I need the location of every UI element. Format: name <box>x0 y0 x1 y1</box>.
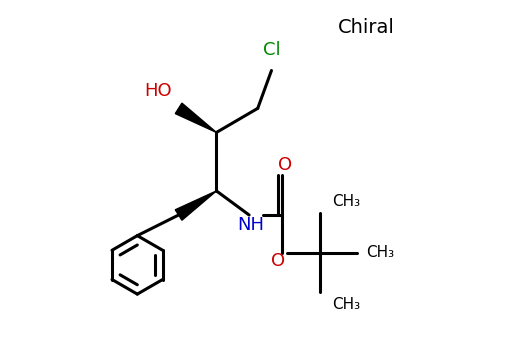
Text: CH₃: CH₃ <box>332 194 360 209</box>
Polygon shape <box>175 191 217 220</box>
Text: Cl: Cl <box>263 41 280 59</box>
Text: O: O <box>271 252 285 270</box>
Text: CH₃: CH₃ <box>366 245 394 260</box>
Text: HO: HO <box>144 82 172 100</box>
Text: CH₃: CH₃ <box>332 297 360 312</box>
Polygon shape <box>175 103 217 132</box>
Text: NH: NH <box>238 216 264 234</box>
Text: Chiral: Chiral <box>337 18 395 37</box>
Text: O: O <box>278 156 292 174</box>
